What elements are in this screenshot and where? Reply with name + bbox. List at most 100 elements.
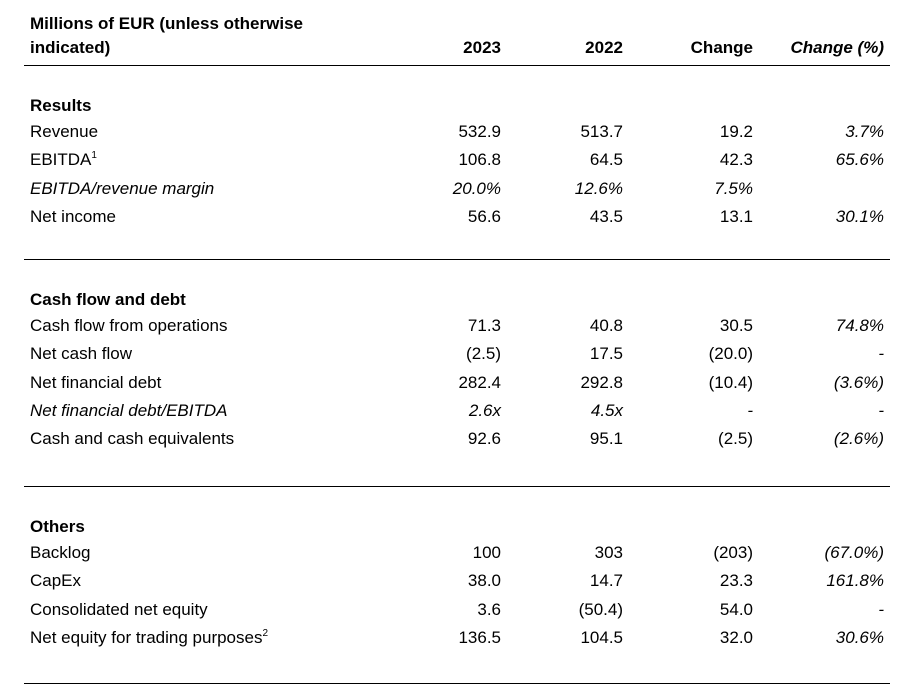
row-label-text: EBITDA/revenue margin	[30, 178, 215, 198]
row-label-text: Backlog	[30, 543, 91, 562]
row-label: Cash flow from operations	[30, 312, 227, 340]
section-title: Others	[30, 517, 85, 536]
row-label: Net financial debt/EBITDA	[30, 397, 227, 425]
row-label-text: Net financial debt	[30, 372, 162, 392]
table-row: Net cash flow (2.5) 17.5 (20.0) -	[24, 340, 890, 368]
value-change: (10.4)	[708, 372, 753, 392]
value-2022: 64.5	[589, 150, 623, 170]
section-others: Others Backlog 100 303 (203) (67.0%) CapEx 38.0…	[24, 487, 890, 684]
value-change: (20.0)	[708, 344, 753, 364]
value-2022: 12.6%	[574, 178, 623, 198]
value-change-pct: (3.6%)	[833, 372, 884, 392]
value-2023: 106.8	[458, 150, 501, 170]
value-change-pct: -	[878, 599, 884, 619]
table-row: Net equity for trading purposes2 136.5 104…	[24, 624, 890, 652]
footnote-marker: 1	[91, 150, 97, 162]
value-change: 13.1	[719, 206, 753, 226]
row-label-text: Net financial debt/EBITDA	[30, 400, 228, 420]
value-2023: 56.6	[467, 206, 501, 226]
table-row: Cash flow from operations 71.3 40.8 30.5 74.…	[24, 312, 890, 340]
value-change: 23.3	[719, 571, 753, 591]
section-results: Results Revenue 532.9 513.7 19.2 3.7% EBITDA1 1…	[24, 66, 890, 260]
value-2022: (50.4)	[578, 599, 623, 619]
column-header-change: Change	[690, 38, 753, 57]
row-label: Consolidated net equity	[30, 596, 208, 624]
value-change-pct: 30.1%	[835, 206, 884, 226]
row-label: Net equity for trading purposes2	[30, 624, 268, 652]
value-change-pct: 74.8%	[835, 316, 884, 335]
row-label: Revenue	[30, 118, 98, 146]
value-2023: 282.4	[458, 372, 501, 392]
value-2023: 71.3	[467, 316, 501, 335]
value-2022: 17.5	[589, 344, 623, 364]
value-change-pct: (2.6%)	[833, 429, 884, 449]
column-header-change-pct: Change (%)	[790, 38, 885, 57]
value-2022: 513.7	[580, 122, 623, 141]
value-change: 54.0	[719, 599, 753, 619]
table-row: Consolidated net equity 3.6 (50.4) 54.0 -	[24, 596, 890, 624]
table-row: Revenue 532.9 513.7 19.2 3.7%	[24, 118, 890, 146]
row-label: Net cash flow	[30, 340, 132, 368]
value-change: 7.5%	[714, 178, 753, 198]
column-header-2022: 2022	[585, 38, 623, 57]
table-row: Backlog 100 303 (203) (67.0%)	[24, 539, 890, 567]
value-change-pct: 161.8%	[826, 571, 884, 591]
value-change-pct: -	[878, 344, 884, 364]
table-row: EBITDA/revenue margin 20.0% 12.6% 7.5%	[24, 175, 890, 203]
value-change: (2.5)	[718, 429, 753, 449]
section-cash-flow-and-debt: Cash flow and debt Cash flow from operati…	[24, 260, 890, 487]
table-row: Net financial debt 282.4 292.8 (10.4) (3.6%)	[24, 369, 890, 397]
value-2023: 532.9	[458, 122, 501, 141]
row-label: Cash and cash equivalents	[30, 425, 234, 453]
table-row: EBITDA1 106.8 64.5 42.3 65.6%	[24, 146, 890, 174]
value-change: 42.3	[719, 150, 753, 170]
row-label: EBITDA1	[30, 146, 97, 174]
value-2022: 40.8	[589, 316, 623, 335]
value-change-pct: (67.0%)	[824, 543, 884, 562]
value-change-pct: -	[878, 400, 884, 420]
row-label-text: CapEx	[30, 571, 82, 591]
value-change-pct: 65.6%	[835, 150, 884, 170]
value-change: 19.2	[719, 122, 753, 141]
value-2023: 136.5	[458, 627, 501, 647]
value-2023: 92.6	[467, 429, 501, 449]
value-change: 32.0	[719, 627, 753, 647]
row-label: Net income	[30, 203, 116, 231]
value-2023: (2.5)	[466, 344, 501, 364]
row-label: Net financial debt	[30, 369, 161, 397]
section-title: Results	[30, 96, 92, 115]
value-change-pct: 30.6%	[835, 627, 884, 647]
row-label: CapEx	[30, 567, 81, 595]
value-change: 30.5	[719, 316, 753, 335]
row-label-text: Cash and cash equivalents	[30, 429, 235, 449]
row-label-text: Consolidated net equity	[30, 599, 208, 619]
table-title: Millions of EUR (unless otherwise indica…	[30, 14, 303, 57]
value-2022: 14.7	[589, 571, 623, 591]
value-change: (203)	[713, 543, 753, 562]
value-2023: 100	[472, 543, 501, 562]
table-row: Cash and cash equivalents 92.6 95.1 (2.5) (2…	[24, 425, 890, 453]
row-label-text: EBITDA	[30, 150, 92, 170]
row-label: Backlog	[30, 539, 90, 567]
table-row: Net income 56.6 43.5 13.1 30.1%	[24, 203, 890, 231]
row-label-text: Revenue	[30, 122, 99, 141]
value-2023: 2.6x	[468, 400, 501, 420]
row-label-text: Net cash flow	[30, 344, 133, 364]
row-label-text: Net income	[30, 206, 116, 226]
value-change: -	[747, 400, 753, 420]
column-header-2023: 2023	[463, 38, 501, 57]
row-label-text: Net equity for trading purposes	[30, 627, 263, 647]
table-row: Net financial debt/EBITDA 2.6x 4.5x - -	[24, 397, 890, 425]
value-2022: 104.5	[580, 627, 623, 647]
table-row: CapEx 38.0 14.7 23.3 161.8%	[24, 567, 890, 595]
value-2022: 303	[594, 543, 623, 562]
row-label-text: Cash flow from operations	[30, 316, 228, 335]
financial-summary-table: Millions of EUR (unless otherwise indica…	[24, 10, 890, 684]
table-header: Millions of EUR (unless otherwise indica…	[24, 10, 890, 66]
value-2022: 43.5	[589, 206, 623, 226]
row-label: EBITDA/revenue margin	[30, 175, 214, 203]
section-title: Cash flow and debt	[30, 290, 186, 309]
value-2022: 292.8	[580, 372, 623, 392]
value-2023: 38.0	[467, 571, 501, 591]
value-2023: 3.6	[477, 599, 501, 619]
